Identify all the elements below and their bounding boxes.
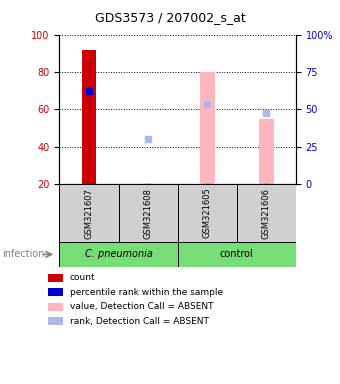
Text: GSM321608: GSM321608 — [143, 188, 153, 238]
Text: rank, Detection Call = ABSENT: rank, Detection Call = ABSENT — [69, 317, 208, 326]
Bar — [119, 184, 177, 242]
Bar — [48, 288, 63, 296]
Point — [86, 88, 92, 94]
Point — [204, 101, 210, 107]
Bar — [177, 184, 237, 242]
Bar — [177, 242, 296, 267]
Text: infection: infection — [2, 249, 44, 260]
Bar — [48, 303, 63, 311]
Text: GDS3573 / 207002_s_at: GDS3573 / 207002_s_at — [95, 11, 245, 24]
Bar — [200, 72, 215, 184]
Text: GSM321606: GSM321606 — [262, 188, 271, 238]
Point — [264, 181, 269, 187]
Text: percentile rank within the sample: percentile rank within the sample — [69, 288, 223, 297]
Text: control: control — [220, 249, 254, 260]
Bar — [59, 242, 177, 267]
Point — [264, 110, 269, 116]
Bar — [82, 50, 97, 184]
Text: value, Detection Call = ABSENT: value, Detection Call = ABSENT — [69, 302, 213, 311]
Text: count: count — [69, 273, 95, 282]
Point — [146, 181, 151, 187]
Bar — [59, 184, 119, 242]
Bar — [237, 184, 296, 242]
Text: GSM321607: GSM321607 — [85, 188, 94, 238]
Bar — [48, 274, 63, 282]
Bar — [259, 119, 274, 184]
Text: C. pneumonia: C. pneumonia — [85, 249, 153, 260]
Point — [204, 181, 210, 187]
Bar — [48, 317, 63, 325]
Text: GSM321605: GSM321605 — [203, 188, 212, 238]
Point — [146, 136, 151, 142]
